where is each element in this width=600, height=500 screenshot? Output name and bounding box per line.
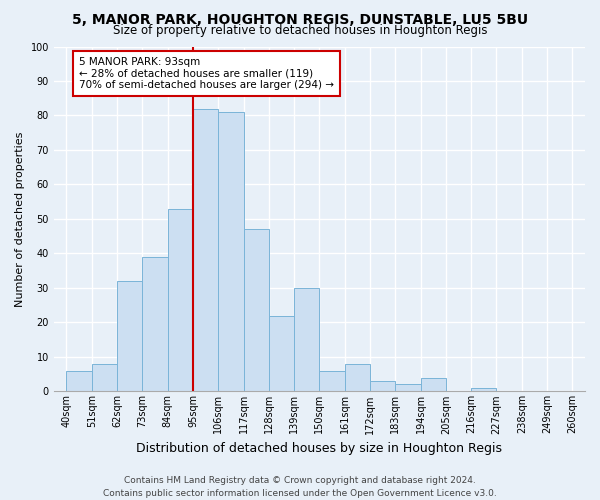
Bar: [319, 370, 344, 392]
Bar: [117, 281, 142, 392]
Bar: [67, 370, 92, 392]
Bar: [167, 208, 193, 392]
Text: Size of property relative to detached houses in Houghton Regis: Size of property relative to detached ho…: [113, 24, 487, 37]
Bar: [92, 364, 117, 392]
Bar: [421, 378, 446, 392]
Bar: [395, 384, 421, 392]
X-axis label: Distribution of detached houses by size in Houghton Regis: Distribution of detached houses by size …: [136, 442, 502, 455]
Text: 5, MANOR PARK, HOUGHTON REGIS, DUNSTABLE, LU5 5BU: 5, MANOR PARK, HOUGHTON REGIS, DUNSTABLE…: [72, 12, 528, 26]
Bar: [218, 112, 244, 392]
Text: 5 MANOR PARK: 93sqm
← 28% of detached houses are smaller (119)
70% of semi-detac: 5 MANOR PARK: 93sqm ← 28% of detached ho…: [79, 57, 334, 90]
Bar: [193, 108, 218, 392]
Bar: [142, 257, 167, 392]
Bar: [471, 388, 496, 392]
Bar: [294, 288, 319, 392]
Bar: [370, 381, 395, 392]
Bar: [244, 230, 269, 392]
Y-axis label: Number of detached properties: Number of detached properties: [15, 132, 25, 306]
Bar: [344, 364, 370, 392]
Bar: [269, 316, 294, 392]
Text: Contains HM Land Registry data © Crown copyright and database right 2024.
Contai: Contains HM Land Registry data © Crown c…: [103, 476, 497, 498]
